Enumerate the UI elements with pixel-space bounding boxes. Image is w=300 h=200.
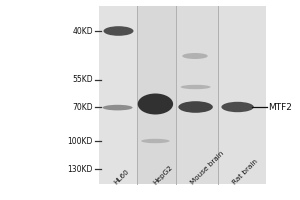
Bar bbox=[99, 6, 266, 184]
Text: 70KD: 70KD bbox=[72, 102, 93, 112]
Bar bbox=[136, 6, 176, 184]
Text: MTF2: MTF2 bbox=[268, 102, 292, 112]
Text: 130KD: 130KD bbox=[68, 164, 93, 173]
Text: 100KD: 100KD bbox=[68, 136, 93, 146]
Ellipse shape bbox=[182, 53, 208, 59]
Ellipse shape bbox=[178, 101, 213, 113]
Text: 40KD: 40KD bbox=[72, 26, 93, 36]
Ellipse shape bbox=[103, 105, 133, 110]
Bar bbox=[218, 6, 266, 184]
Text: Mouse brain: Mouse brain bbox=[189, 150, 225, 186]
Ellipse shape bbox=[103, 26, 134, 36]
Text: HL60: HL60 bbox=[113, 168, 130, 186]
Text: HepG2: HepG2 bbox=[152, 164, 174, 186]
Ellipse shape bbox=[138, 94, 173, 114]
Text: 55KD: 55KD bbox=[72, 75, 93, 84]
Bar bbox=[176, 6, 218, 184]
Ellipse shape bbox=[221, 102, 254, 112]
Ellipse shape bbox=[141, 139, 170, 143]
Bar bbox=[99, 6, 136, 184]
Text: Rat brain: Rat brain bbox=[231, 159, 259, 186]
Ellipse shape bbox=[181, 85, 211, 89]
